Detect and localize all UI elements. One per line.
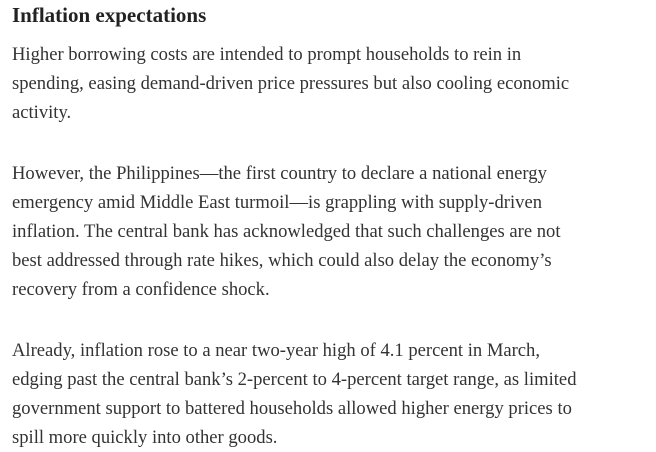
section-heading: Inflation expectations <box>12 3 207 27</box>
text-line: spending, easing demand-driven price pre… <box>12 73 570 94</box>
text-line: edging past the central bank’s 2-percent… <box>12 369 577 390</box>
text-line: government support to battered household… <box>12 398 572 419</box>
text-line: Already, inflation rose to a near two-ye… <box>12 340 541 361</box>
text-line: spill more quickly into other goods. <box>12 427 278 448</box>
paragraph: However, the Philippines—the first count… <box>12 159 656 304</box>
text-line: inflation. The central bank has acknowle… <box>12 221 561 242</box>
text-line: best addressed through rate hikes, which… <box>12 250 552 271</box>
text-line: Higher borrowing costs are intended to p… <box>12 44 522 65</box>
article-body: Higher borrowing costs are intended to p… <box>12 40 656 452</box>
text-line: recovery from a confidence shock. <box>12 279 270 300</box>
text-line: However, the Philippines—the first count… <box>12 163 547 184</box>
text-line: activity. <box>12 102 72 123</box>
text-line: emergency amid Middle East turmoil—is gr… <box>12 192 543 213</box>
paragraph: Already, inflation rose to a near two-ye… <box>12 336 656 452</box>
paragraph: Higher borrowing costs are intended to p… <box>12 40 656 127</box>
